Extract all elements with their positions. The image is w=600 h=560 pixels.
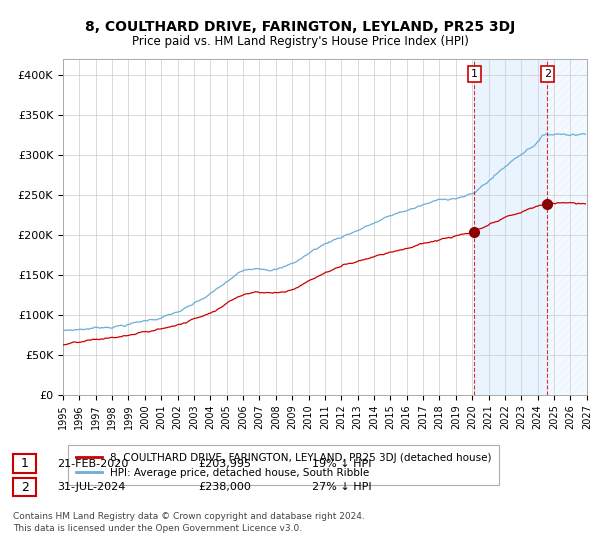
Text: Price paid vs. HM Land Registry's House Price Index (HPI): Price paid vs. HM Land Registry's House … (131, 35, 469, 48)
Bar (475, 59, 547, 395)
Text: 2: 2 (20, 480, 29, 494)
Bar (547, 59, 587, 395)
Text: 1: 1 (471, 69, 478, 79)
Text: 19% ↓ HPI: 19% ↓ HPI (312, 459, 371, 469)
Text: 8, COULTHARD DRIVE, FARINGTON, LEYLAND, PR25 3DJ: 8, COULTHARD DRIVE, FARINGTON, LEYLAND, … (85, 20, 515, 34)
Text: £238,000: £238,000 (198, 482, 251, 492)
Text: 2: 2 (544, 69, 551, 79)
Text: 21-FEB-2020: 21-FEB-2020 (57, 459, 128, 469)
Text: 31-JUL-2024: 31-JUL-2024 (57, 482, 125, 492)
Legend: 8, COULTHARD DRIVE, FARINGTON, LEYLAND, PR25 3DJ (detached house), HPI: Average : 8, COULTHARD DRIVE, FARINGTON, LEYLAND, … (68, 445, 499, 485)
Text: £203,995: £203,995 (198, 459, 251, 469)
Text: 27% ↓ HPI: 27% ↓ HPI (312, 482, 371, 492)
Text: 1: 1 (20, 457, 29, 470)
Text: Contains HM Land Registry data © Crown copyright and database right 2024.
This d: Contains HM Land Registry data © Crown c… (13, 512, 365, 533)
